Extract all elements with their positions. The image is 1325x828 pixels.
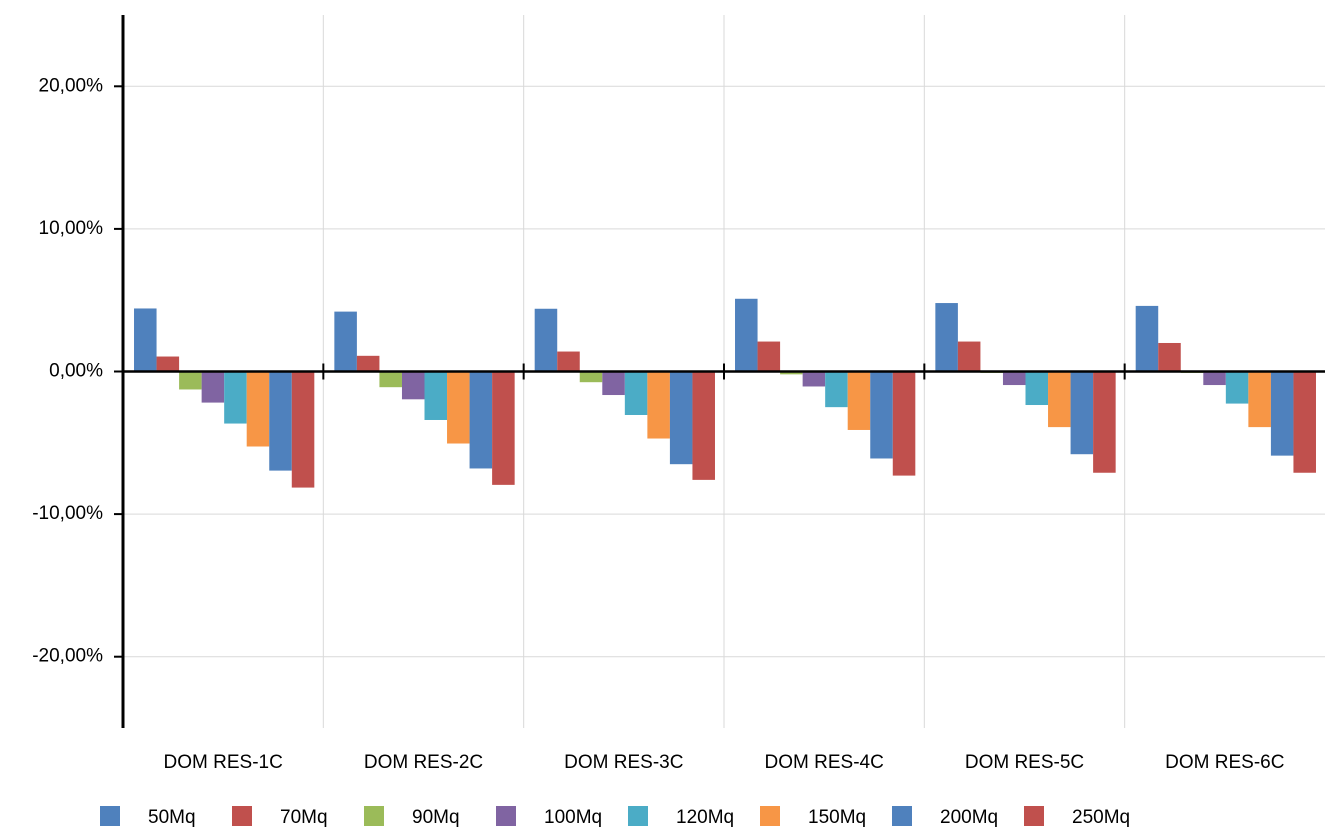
bar <box>269 371 292 471</box>
bar <box>669 371 693 465</box>
legend-swatch <box>892 806 912 826</box>
bar <box>1225 371 1249 404</box>
bar <box>647 371 670 439</box>
bar <box>534 308 558 372</box>
legend-label: 120Mq <box>676 807 734 828</box>
x-tick-label: DOM RES-1C <box>164 752 283 773</box>
legend-swatch <box>496 806 516 826</box>
bar <box>401 371 425 400</box>
bar <box>825 371 848 408</box>
bar <box>224 371 247 424</box>
bar <box>557 351 580 372</box>
bar <box>201 371 225 403</box>
bar <box>1048 371 1071 428</box>
legend-label: 90Mq <box>412 807 460 828</box>
bar <box>802 371 826 387</box>
bar <box>246 371 270 447</box>
legend-swatch <box>1024 806 1044 826</box>
bar <box>624 371 648 415</box>
y-tick-label: 10,00% <box>39 218 104 239</box>
bar <box>1002 371 1026 386</box>
bar <box>1070 371 1094 455</box>
y-tick-label: -10,00% <box>32 503 103 524</box>
x-tick-label: DOM RES-4C <box>765 752 884 773</box>
bar <box>1158 342 1181 372</box>
x-tick-label: DOM RES-2C <box>364 752 483 773</box>
legend-label: 50Mq <box>148 807 196 828</box>
bar <box>134 308 157 372</box>
bar <box>1093 371 1116 473</box>
bar <box>379 371 402 388</box>
bar <box>291 371 315 488</box>
bar <box>179 371 202 390</box>
legend-label: 200Mq <box>940 807 998 828</box>
x-tick-label: DOM RES-6C <box>1165 752 1284 773</box>
bar <box>847 371 871 430</box>
bar <box>870 371 893 459</box>
bar <box>1135 305 1159 372</box>
bar <box>602 371 625 396</box>
bar <box>447 371 470 444</box>
legend-swatch <box>232 806 252 826</box>
bar <box>469 371 493 469</box>
bar <box>1025 371 1049 406</box>
bar <box>579 371 603 383</box>
legend-swatch <box>628 806 648 826</box>
legend-label: 250Mq <box>1072 807 1130 828</box>
bar <box>1270 371 1294 456</box>
bar <box>424 371 448 420</box>
bar <box>156 356 180 372</box>
legend-label: 100Mq <box>544 807 602 828</box>
bar <box>1293 371 1316 473</box>
legend-label: 70Mq <box>280 807 328 828</box>
legend-swatch <box>100 806 120 826</box>
legend-swatch <box>364 806 384 826</box>
x-tick-label: DOM RES-5C <box>965 752 1084 773</box>
bar <box>957 341 981 372</box>
bar <box>334 311 357 372</box>
bar <box>892 371 916 476</box>
bar <box>1203 371 1226 386</box>
bar <box>692 371 715 480</box>
y-tick-label: 20,00% <box>39 75 104 96</box>
y-tick-label: -20,00% <box>32 646 103 667</box>
legend-label: 150Mq <box>808 807 866 828</box>
bar <box>492 371 515 485</box>
bar <box>1248 371 1271 428</box>
legend-swatch <box>760 806 780 826</box>
bar <box>780 371 803 375</box>
bar <box>356 355 380 372</box>
y-tick-label: 0,00% <box>49 361 103 382</box>
bar <box>935 303 958 372</box>
bar <box>757 341 781 372</box>
x-tick-label: DOM RES-3C <box>564 752 683 773</box>
bar <box>735 298 758 372</box>
